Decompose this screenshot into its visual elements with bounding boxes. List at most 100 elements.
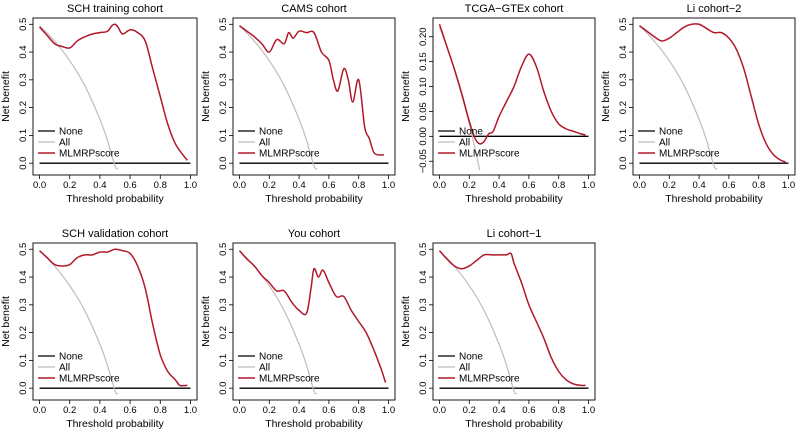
x-tick-label: 0.6 — [522, 405, 535, 416]
x-tick-label: 0.6 — [322, 180, 335, 191]
x-tick-label: 0.6 — [722, 180, 735, 191]
legend-label: All — [259, 138, 270, 149]
legend-label: MLMRPscore — [259, 149, 320, 160]
x-axis-label: Threshold probability — [265, 193, 363, 205]
y-tick-label: 0.0 — [618, 157, 629, 170]
y-tick-label: 0.5 — [618, 18, 629, 31]
y-tick-label: 0.3 — [18, 298, 29, 311]
y-tick-label: 0.5 — [218, 243, 229, 256]
x-tick-label: 1.0 — [184, 405, 197, 416]
y-tick-label: 0.3 — [418, 298, 429, 311]
y-axis-label: Net benefit — [400, 71, 412, 122]
y-tick-label: 0.2 — [18, 326, 29, 339]
x-tick-label: 1.0 — [782, 180, 795, 191]
x-tick-label: 0.8 — [552, 405, 565, 416]
legend-label: MLMRPscore — [459, 374, 520, 385]
y-axis-label: Net benefit — [0, 296, 12, 347]
x-tick-label: 1.0 — [582, 180, 595, 191]
y-axis-label: Net benefit — [400, 296, 412, 347]
x-tick-label: 0.4 — [692, 180, 705, 191]
legend-label: All — [459, 363, 470, 374]
x-tick-label: 0.4 — [492, 180, 505, 191]
x-tick-label: 0.8 — [752, 180, 765, 191]
legend-label: All — [259, 363, 270, 374]
x-axis-label: Threshold probability — [465, 193, 563, 205]
y-tick-label: 0.2 — [618, 101, 629, 114]
panel-1: SCH training cohort Threshold probability… — [0, 3, 198, 205]
legend-label: MLMRPscore — [259, 374, 320, 385]
legend-label: None — [459, 127, 483, 138]
y-tick-label: 0.3 — [218, 298, 229, 311]
legend-label: None — [59, 127, 83, 138]
chart-title: TCGA−GTEx cohort — [465, 3, 564, 15]
y-tick-label: 0.00 — [418, 127, 429, 146]
y-tick-label: 0.15 — [418, 52, 429, 71]
y-axis-label: Net benefit — [600, 71, 612, 122]
x-tick-label: 0.6 — [322, 405, 335, 416]
y-tick-label: 0.4 — [18, 45, 29, 58]
mlmrpscore-line — [438, 250, 586, 387]
x-tick-label: 0.6 — [123, 180, 136, 191]
all-line — [39, 250, 119, 395]
y-tick-label: 0.3 — [618, 73, 629, 86]
y-tick-label: 0.0 — [218, 382, 229, 395]
x-tick-label: 0.8 — [154, 180, 167, 191]
panel-6: You cohort Threshold probability Net benef… — [200, 228, 396, 430]
y-tick-label: 0.5 — [18, 18, 29, 31]
x-axis-label: Threshold probability — [66, 193, 164, 205]
mlmrpscore-line — [39, 248, 188, 387]
legend-label: MLMRPscore — [59, 374, 120, 385]
x-axis-label: Threshold probability — [265, 418, 363, 430]
plot-frame — [432, 242, 596, 401]
x-axis-label: Threshold probability — [66, 418, 164, 430]
y-tick-label: 0.4 — [418, 270, 429, 283]
legend-label: None — [459, 352, 483, 363]
chart-title: SCH validation cohort — [62, 228, 168, 240]
panel-3: TCGA−GTEx cohort Threshold probability Net… — [400, 3, 596, 205]
chart-title: Li cohort−1 — [487, 228, 542, 240]
x-tick-label: 0.2 — [263, 180, 276, 191]
plot-frame — [32, 17, 198, 176]
mlmrpscore-line — [639, 23, 786, 163]
legend-label: All — [59, 138, 70, 149]
legend-label: None — [59, 352, 83, 363]
legend-label: All — [59, 363, 70, 374]
x-tick-label: 0.2 — [663, 180, 676, 191]
x-tick-label: 0.0 — [633, 180, 646, 191]
y-tick-label: 0.1 — [18, 354, 29, 367]
x-tick-label: 0.2 — [63, 180, 76, 191]
y-tick-label: 0.1 — [618, 129, 629, 142]
mlmrpscore-line — [238, 250, 387, 383]
y-tick-label: 0.2 — [218, 326, 229, 339]
y-tick-label: 0.5 — [18, 243, 29, 256]
y-tick-label: 0.4 — [618, 45, 629, 58]
x-tick-label: 0.8 — [352, 180, 365, 191]
y-tick-label: −0.05 — [418, 149, 429, 173]
panel-2: CAMS cohort Threshold probability Net bene… — [200, 3, 396, 205]
chart-title: You cohort — [288, 228, 340, 240]
x-tick-label: 0.2 — [463, 405, 476, 416]
all-line — [239, 25, 318, 170]
panel-7: Li cohort−1 Threshold probability Net bene… — [400, 228, 596, 430]
x-tick-label: 0.4 — [93, 405, 106, 416]
x-tick-label: 0.0 — [433, 405, 446, 416]
x-tick-label: 0.4 — [492, 405, 505, 416]
y-axis-label: Net benefit — [200, 71, 212, 122]
x-tick-label: 0.4 — [292, 180, 305, 191]
x-tick-label: 0.0 — [33, 180, 46, 191]
y-tick-label: 0.0 — [418, 382, 429, 395]
y-tick-label: 0.3 — [218, 73, 229, 86]
chart-title: Li cohort−2 — [687, 3, 742, 15]
panel-5: SCH validation cohort Threshold probabili… — [0, 228, 198, 430]
all-line — [639, 25, 718, 170]
legend-label: None — [259, 127, 283, 138]
y-tick-label: 0.5 — [218, 18, 229, 31]
legend-label: All — [459, 138, 470, 149]
legend-label: MLMRPscore — [59, 149, 120, 160]
y-tick-label: 0.1 — [18, 129, 29, 142]
y-tick-label: 0.05 — [418, 102, 429, 121]
x-tick-label: 1.0 — [582, 405, 595, 416]
x-tick-label: 0.2 — [463, 180, 476, 191]
legend-label: MLMRPscore — [459, 149, 520, 160]
